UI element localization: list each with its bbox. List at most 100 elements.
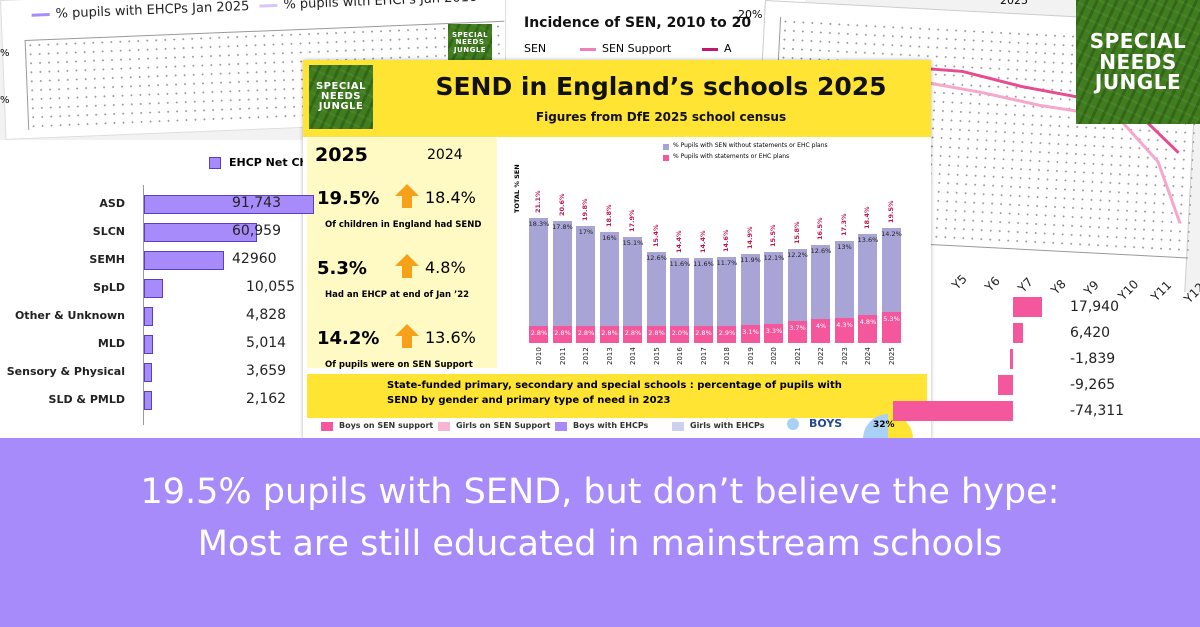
bar-ehc: [599, 326, 619, 343]
net-change-value: 6,420: [1070, 325, 1111, 341]
need-bar: [144, 307, 153, 326]
stat-current: 14.2%: [317, 328, 380, 349]
bar-total-label: 19.8%: [581, 198, 589, 221]
legend-swatch: [438, 422, 450, 431]
x-tick-label: 2018: [723, 347, 731, 365]
need-category-label: MLD: [97, 337, 125, 350]
logo-text: JUNGLE: [1094, 70, 1182, 95]
need-category-label: ASD: [99, 197, 125, 210]
bar-ehc-label: 4%: [815, 322, 827, 331]
bar-support: [764, 252, 783, 324]
bar-ehc: [717, 325, 736, 343]
bar-ehc-label: 2.8%: [695, 329, 712, 338]
stat-previous: 4.8%: [425, 258, 466, 277]
bar-support-label: 17%: [578, 228, 594, 236]
x-tick-label: 2011: [558, 347, 567, 365]
legend-swatch: [555, 422, 567, 431]
need-bar: [144, 195, 314, 214]
bar-support-label: 13%: [837, 242, 852, 251]
bar-ehc: [858, 314, 877, 343]
poster-footer: [307, 374, 927, 418]
x-tick-label: 2023: [840, 347, 849, 365]
bar-total-label: 14.6%: [722, 229, 730, 252]
infographic-poster: SPECIAL NEEDS JUNGLE SEND in England’s s…: [303, 60, 931, 464]
bar-support-label: 15.1%: [622, 239, 644, 248]
bar-support: [529, 218, 548, 327]
incidence-chart-fragment: Incidence of SEN, 2010 to 20 SEN SEN Sup…: [505, 0, 805, 70]
need-bar: [144, 391, 152, 410]
net-change-value: -74,311: [1070, 403, 1125, 419]
need-bar: [144, 223, 257, 242]
up-arrow-icon: [395, 324, 419, 336]
stat-current: 19.5%: [317, 188, 380, 209]
bar-total-label: 19.5%: [886, 200, 895, 223]
legend-label-ehc: % Pupils with statements or EHC plans: [673, 153, 790, 160]
up-arrow-icon-stem: [402, 196, 412, 208]
y-axis-line: [143, 185, 144, 425]
bar-ehc-label: 2.0%: [671, 329, 689, 338]
net-change-bar: [1010, 349, 1013, 369]
bar-support-label: 11.9%: [740, 256, 761, 265]
need-category-label: SLCN: [92, 225, 125, 238]
legend-swatch: [672, 422, 684, 431]
need-value: 3,659: [246, 363, 287, 379]
bar-total-label: 14.4%: [675, 230, 683, 253]
x-tick-label: 2021: [793, 347, 802, 365]
bar-support: [552, 221, 572, 327]
bar-ehc-label: 2.8%: [648, 329, 665, 338]
footer-line2: SEND by gender and primary type of need …: [387, 395, 671, 406]
legend-swatch: [259, 3, 278, 8]
stat-current: 5.3%: [317, 258, 367, 279]
bar-support-label: 12.6%: [810, 246, 832, 255]
bar-ehc: [834, 317, 854, 343]
need-bar: [144, 335, 153, 354]
need-value: 4,828: [246, 307, 287, 323]
bar-total-label: 15.8%: [792, 221, 801, 245]
logo-text: JUNGLE: [453, 45, 487, 54]
stat-previous: 18.4%: [425, 188, 476, 207]
bar-total-label: 14.9%: [745, 226, 754, 250]
bar-ehc: [552, 326, 572, 343]
legend-label: SEN Support: [602, 42, 672, 55]
x-tick-label: 2019: [746, 347, 755, 365]
legend-swatch-support: [663, 144, 669, 150]
need-bar: [144, 279, 163, 298]
bar-ehc: [764, 323, 783, 343]
need-value: 10,055: [246, 279, 295, 295]
net-change-bar: [893, 401, 1013, 421]
legend-label: Boys with EHCPs: [573, 421, 649, 430]
bar-total-label: 15.4%: [651, 224, 660, 247]
net-change-bar: [1013, 297, 1042, 317]
bar-ehc-label: 2.8%: [554, 329, 571, 338]
bar-support-label: 17.8%: [552, 223, 573, 232]
bar-support: [787, 249, 807, 322]
need-bar: [144, 251, 224, 270]
bar-support-label: 18.3%: [528, 220, 550, 229]
net-change-bar: [1013, 323, 1023, 343]
pie-label: 32%: [873, 420, 895, 430]
net-change-value: 17,940: [1070, 299, 1119, 315]
logo-text: NEEDS: [320, 90, 362, 102]
bar-ehc-label: 2.8%: [530, 329, 548, 338]
bar-ehc-label: 2.9%: [718, 328, 736, 337]
bar-ehc-label: 4.8%: [859, 317, 877, 326]
legend-swatch: [209, 157, 221, 169]
need-value: 91,743: [232, 195, 281, 211]
bar-total-label: 17.3%: [839, 213, 848, 236]
need-category-label: Other & Unknown: [14, 309, 125, 322]
bar-support-label: 11.6%: [669, 259, 691, 268]
footer-line1: State-funded primary, secondary and spec…: [387, 380, 842, 391]
bar-ehc-label: 2.8%: [624, 329, 642, 338]
bar-support: [740, 254, 760, 325]
need-value: 60,959: [232, 223, 281, 239]
bar-ehc-label: 5.3%: [883, 314, 900, 323]
bar-ehc: [787, 321, 807, 343]
up-arrow-icon-stem: [402, 336, 412, 348]
poster-title: SEND in England’s schools 2025: [435, 72, 887, 101]
boys-icon: [787, 418, 799, 430]
year-current: 2025: [315, 144, 368, 166]
bar-support: [717, 256, 736, 326]
bar-support: [811, 244, 830, 320]
bar-ehc: [646, 326, 666, 343]
